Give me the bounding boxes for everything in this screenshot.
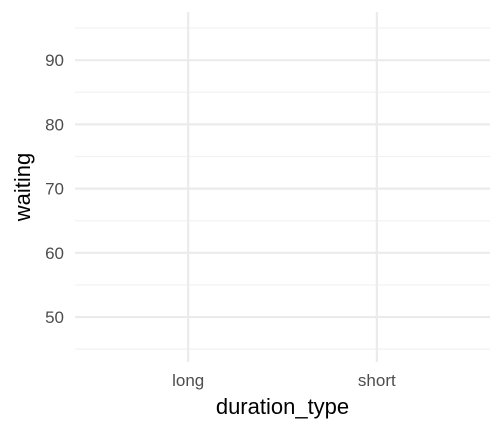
minor-gridlines: [75, 27, 490, 350]
plot-panel: [75, 12, 490, 362]
y-tick-label: 70: [45, 180, 64, 199]
x-axis-title: duration_type: [216, 394, 349, 419]
y-axis-tick-labels: 50 60 70 80 90: [45, 51, 64, 327]
x-tick-label: long: [172, 371, 204, 390]
y-axis-title: waiting: [10, 153, 35, 222]
major-gridlines: [75, 12, 490, 362]
x-axis-tick-labels: long short: [172, 371, 396, 390]
y-tick-label: 60: [45, 244, 64, 263]
y-tick-label: 90: [45, 51, 64, 70]
y-tick-label: 80: [45, 115, 64, 134]
x-tick-label: short: [358, 371, 396, 390]
y-tick-label: 50: [45, 308, 64, 327]
